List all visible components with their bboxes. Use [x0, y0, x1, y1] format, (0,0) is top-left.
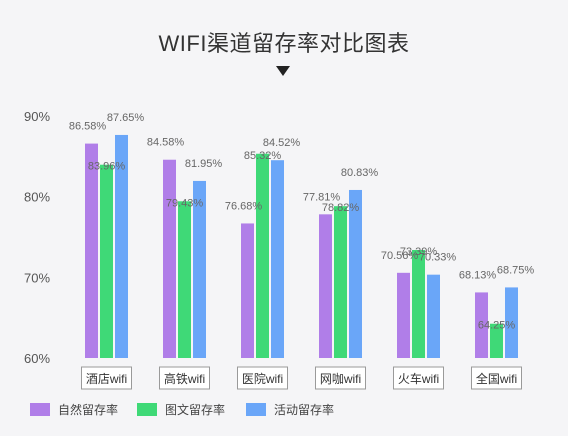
data-label: 80.83%: [341, 167, 379, 179]
bar: [256, 153, 269, 358]
category-label: 高铁wifi: [164, 371, 205, 386]
bar: [490, 323, 503, 358]
data-label: 73.39%: [400, 246, 438, 258]
category-box: [471, 366, 522, 390]
legend-swatch: [246, 403, 266, 416]
data-label: 84.58%: [147, 137, 185, 149]
bar: [100, 164, 113, 358]
data-label: 86.58%: [69, 121, 107, 133]
category-label: 全国wifi: [476, 371, 517, 386]
legend-swatch: [137, 403, 157, 416]
category-box: [237, 366, 288, 390]
data-label: 70.33%: [419, 252, 457, 264]
down-triangle-icon: [276, 66, 290, 76]
data-label: 84.52%: [263, 137, 301, 149]
bar: [178, 201, 191, 358]
bar: [349, 189, 362, 358]
bar: [505, 287, 518, 358]
data-label: 87.65%: [107, 112, 145, 124]
bar: [193, 180, 206, 358]
y-tick-label: 60%: [24, 351, 50, 366]
category-box: [81, 366, 132, 390]
bar: [85, 143, 98, 358]
category-label: 火车wifi: [398, 371, 439, 386]
category-label: 医院wifi: [242, 372, 283, 386]
bar: [163, 159, 176, 358]
category-label: 网咖wifi: [320, 371, 361, 386]
data-label: 68.75%: [497, 264, 535, 276]
bar: [334, 206, 347, 358]
data-label: 79.43%: [166, 197, 204, 209]
data-label: 78.82%: [322, 202, 360, 214]
bar: [271, 160, 284, 358]
data-label: 70.56%: [381, 250, 419, 262]
legend-swatch: [30, 403, 50, 416]
data-label: 76.68%: [225, 200, 263, 212]
legend-label: 图文留存率: [165, 402, 225, 417]
legend-label: 自然留存率: [58, 402, 118, 417]
data-label: 68.13%: [459, 269, 497, 281]
data-label: 64.25%: [478, 320, 516, 332]
legend-label: 活动留存率: [274, 402, 334, 417]
category-label: 酒店wifi: [86, 372, 127, 386]
bar: [412, 249, 425, 358]
bar: [241, 223, 254, 358]
bar: [319, 214, 332, 358]
category-box: [393, 366, 444, 390]
data-label: 77.81%: [303, 191, 341, 203]
data-label: 85.32%: [244, 150, 282, 162]
y-tick-label: 90%: [24, 109, 50, 124]
y-tick-label: 70%: [24, 270, 50, 285]
bar: [115, 134, 128, 358]
data-label: 81.95%: [185, 158, 223, 170]
data-label: 83.96%: [88, 161, 126, 173]
bar: [427, 274, 440, 358]
bar: [397, 272, 410, 358]
category-box: [315, 366, 366, 390]
chart-title: WIFI渠道留存率对比图表: [158, 31, 410, 56]
y-tick-label: 80%: [24, 190, 50, 205]
category-box: [159, 366, 210, 390]
bar: [475, 292, 488, 358]
